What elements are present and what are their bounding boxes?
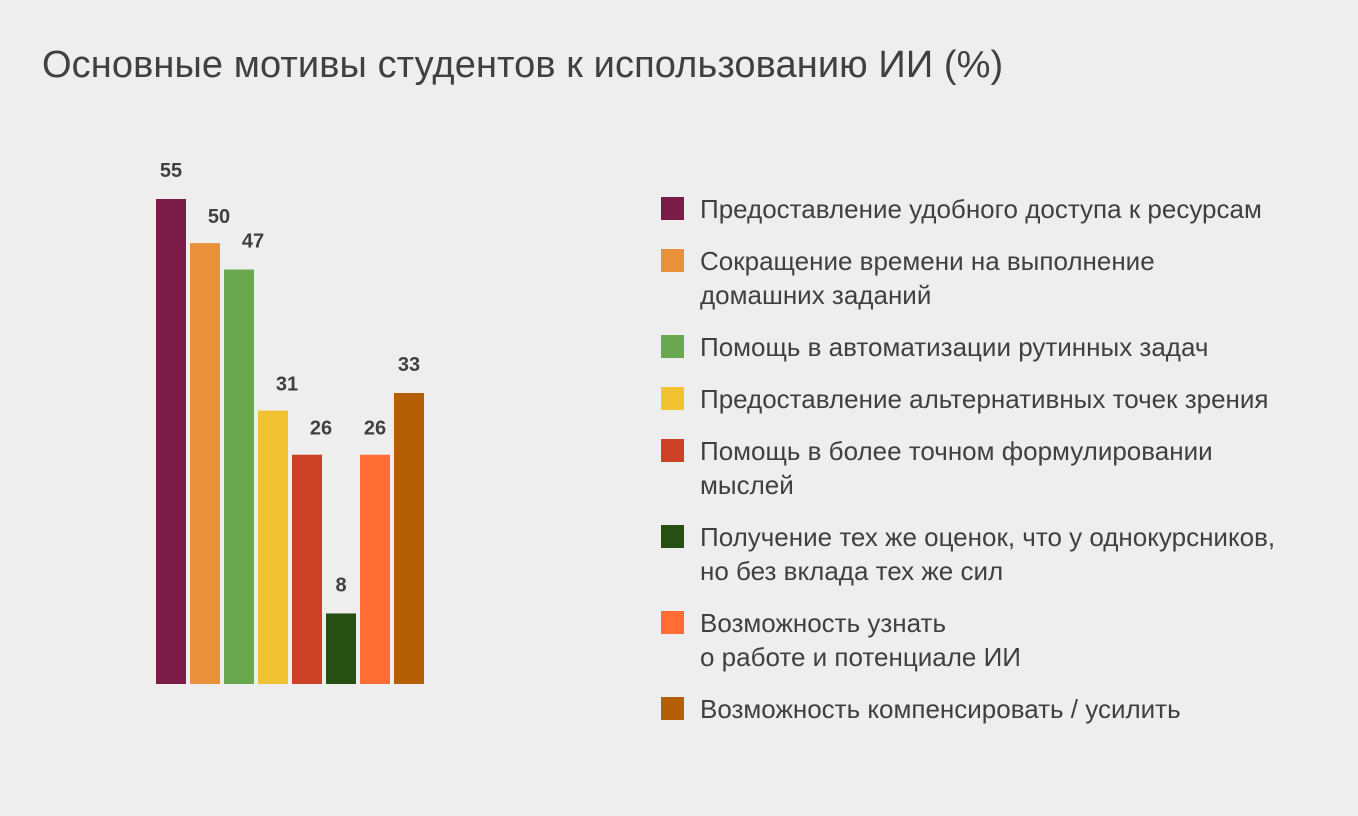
bar-value-label: 8 (335, 574, 346, 596)
bar-value-label: 47 (242, 231, 264, 253)
legend-item: Предоставление альтернативных точек зрен… (661, 382, 1341, 416)
legend-swatch (661, 439, 684, 462)
legend-label: Помощь в более точном формулировании мыс… (700, 436, 1213, 500)
legend-swatch (661, 197, 684, 220)
legend-item: Сокращение времени на выполнение домашни… (661, 244, 1341, 312)
bar-7 (360, 454, 390, 684)
legend-swatch (661, 697, 684, 720)
legend-label: Помощь в автоматизации рутинных задач (700, 332, 1209, 362)
bar-value-label: 26 (310, 418, 332, 440)
bar-1 (156, 199, 186, 684)
bar-value-label: 55 (160, 160, 182, 182)
bar-value-label: 31 (276, 374, 298, 396)
legend-label: Получение тех же оценок, что у однокурсн… (700, 522, 1276, 586)
legend-item: Возможность узнать о работе и потенциале… (661, 606, 1341, 674)
bar-3 (224, 269, 254, 684)
bar-5 (292, 454, 322, 684)
bar-value-label: 50 (208, 206, 230, 228)
bar-value-label: 33 (398, 354, 420, 376)
legend-item: Предоставление удобного доступа к ресурс… (661, 192, 1341, 226)
legend-swatch (661, 611, 684, 634)
legend-label: Сокращение времени на выполнение домашни… (700, 246, 1155, 310)
bar-value-label: 26 (364, 418, 386, 440)
legend-item: Помощь в более точном формулировании мыс… (661, 434, 1341, 502)
bar-chart: 55 50 47 31 26 8 26 33 (156, 160, 424, 684)
legend-swatch (661, 335, 684, 358)
legend-swatch (661, 387, 684, 410)
bar-2 (190, 243, 220, 684)
legend-label: Возможность узнать о работе и потенциале… (700, 608, 1021, 672)
legend-item: Помощь в автоматизации рутинных задач (661, 330, 1341, 364)
legend-swatch (661, 525, 684, 548)
chart-title: Основные мотивы студентов к использовани… (42, 44, 1004, 86)
chart-legend: Предоставление удобного доступа к ресурс… (661, 192, 1341, 744)
legend-swatch (661, 249, 684, 272)
legend-label: Предоставление удобного доступа к ресурс… (700, 194, 1262, 224)
legend-label: Предоставление альтернативных точек зрен… (700, 384, 1269, 414)
legend-item: Возможность компенсировать / усилить (661, 692, 1341, 726)
bar-8 (394, 393, 424, 684)
bar-6 (326, 613, 356, 684)
bar-4 (258, 410, 288, 684)
legend-label: Возможность компенсировать / усилить (700, 694, 1181, 724)
legend-item: Получение тех же оценок, что у однокурсн… (661, 520, 1341, 588)
